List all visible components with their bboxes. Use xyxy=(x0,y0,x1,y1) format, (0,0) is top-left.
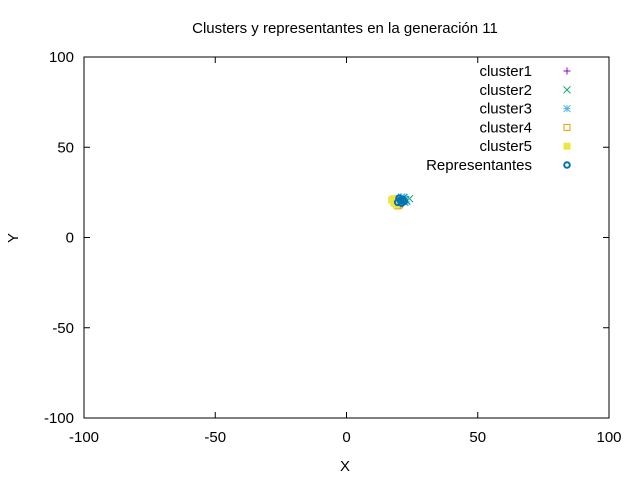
legend-label: cluster4 xyxy=(479,119,532,136)
data-points xyxy=(388,193,414,210)
legend-marker xyxy=(563,161,571,169)
legend-marker xyxy=(563,104,571,113)
legend-marker xyxy=(563,142,571,150)
legend-label: Representantes xyxy=(426,157,532,174)
legend-marker xyxy=(563,85,571,94)
data-point-representantes xyxy=(397,199,406,208)
y-tick-label: -100 xyxy=(44,410,74,427)
x-axis: -100 -50 0 50 100 xyxy=(69,57,622,446)
y-tick-label: 100 xyxy=(49,49,74,66)
y-tick-label: 50 xyxy=(57,139,74,156)
x-tick-label: 100 xyxy=(596,429,621,446)
legend-marker xyxy=(563,67,571,75)
x-tick-label: 50 xyxy=(469,429,486,446)
legend-label: cluster5 xyxy=(479,138,532,155)
chart-title: Clusters y representantes en la generaci… xyxy=(192,20,498,37)
y-axis-label: Y xyxy=(5,233,22,243)
x-tick-label: -50 xyxy=(204,429,226,446)
y-tick-label: 0 xyxy=(66,230,74,247)
legend-label: cluster3 xyxy=(479,101,532,118)
y-tick-label: -50 xyxy=(52,320,74,337)
legend-label: cluster2 xyxy=(479,82,532,99)
legend-label: cluster1 xyxy=(479,63,532,80)
x-tick-label: -100 xyxy=(69,429,99,446)
y-axis: 100 50 0 -50 -100 xyxy=(44,49,609,427)
x-axis-label: X xyxy=(340,458,350,475)
legend-marker xyxy=(563,123,571,131)
data-point-representantes xyxy=(393,198,402,207)
x-tick-label: 0 xyxy=(342,429,350,446)
